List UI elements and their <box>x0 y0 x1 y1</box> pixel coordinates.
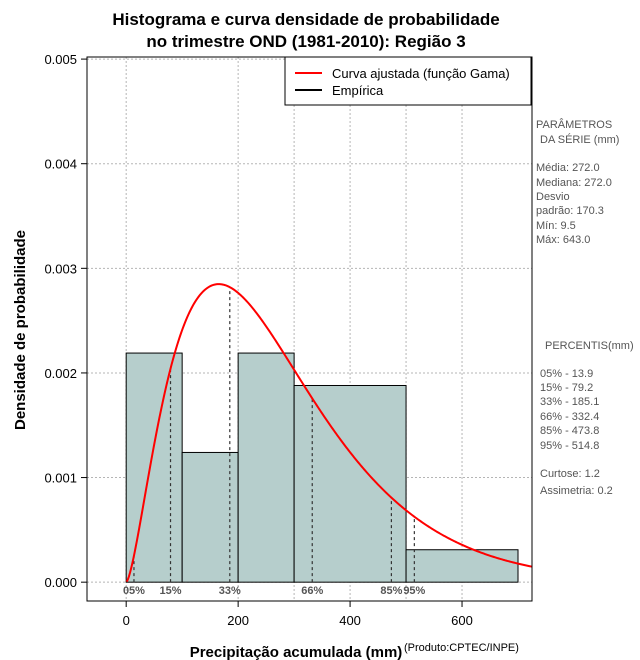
param-sd-2: padrão: 170.3 <box>536 205 604 217</box>
y-tick-label-2: 0.002 <box>44 366 77 381</box>
percentil-33: 33% - 185.1 <box>540 396 599 408</box>
x-axis-label: Precipitação acumulada (mm) <box>190 644 403 660</box>
x-tick-label-1: 200 <box>227 613 249 628</box>
percentile-markers: 05% 15% 33% 66% 85% 95% <box>123 287 426 597</box>
percentis-title: PERCENTIS(mm) <box>545 340 634 352</box>
product-credit: (Produto:CPTEC/INPE) <box>404 642 519 654</box>
x-tick-label-0: 0 <box>123 613 130 628</box>
percentile-label-4: 85% <box>380 585 402 597</box>
params-title-2: DA SÉRIE (mm) <box>540 133 619 146</box>
legend: Curva ajustada (função Gama) Empírica <box>284 56 532 106</box>
stat-skewness: Assimetria: 0.2 <box>540 485 613 497</box>
chart-title-line-2: no trimestre OND (1981-2010): Região 3 <box>146 32 465 51</box>
param-sd-1: Desvio <box>536 191 570 203</box>
histogram-bar-3 <box>293 384 407 583</box>
gamma-curve-line <box>125 283 533 583</box>
y-tick-label-5: 0.005 <box>44 52 77 67</box>
percentile-label-0: 05% <box>123 585 145 597</box>
percentile-label-2: 33% <box>219 585 241 597</box>
chart-title-line-1: Histograma e curva densidade de probabil… <box>112 10 499 29</box>
y-axis-label: Densidade de probabilidade <box>12 230 29 430</box>
stat-kurtosis: Curtose: 1.2 <box>540 468 600 480</box>
histogram-bar-2 <box>237 352 295 583</box>
y-tick-label-4: 0.004 <box>44 157 77 172</box>
percentil-85: 85% - 473.8 <box>540 425 599 437</box>
percentil-05: 05% - 13.9 <box>540 368 593 380</box>
param-mean: Média: 272.0 <box>536 162 600 174</box>
histogram-bars <box>125 352 519 583</box>
param-max: Máx: 643.0 <box>536 234 590 246</box>
percentiles-panel: PERCENTIS(mm) 05% - 13.9 15% - 79.2 33% … <box>540 340 634 497</box>
series-parameters-panel: PARÂMETROS DA SÉRIE (mm) Média: 272.0 Me… <box>536 118 619 246</box>
y-tick-label-3: 0.003 <box>44 261 77 276</box>
percentil-95: 95% - 514.8 <box>540 440 599 452</box>
percentile-label-3: 66% <box>301 585 323 597</box>
percentile-label-5: 95% <box>403 585 425 597</box>
percentile-label-1: 15% <box>159 585 181 597</box>
gamma-curve <box>125 283 533 583</box>
params-title-1: PARÂMETROS <box>536 118 612 131</box>
histogram-bar-1 <box>181 451 239 583</box>
histogram-bar-4 <box>405 549 519 583</box>
x-tick-label-2: 400 <box>339 613 361 628</box>
percentil-66: 66% - 332.4 <box>540 411 599 423</box>
y-tick-label-0: 0.000 <box>44 575 77 590</box>
x-tick-label-3: 600 <box>451 613 473 628</box>
param-median: Mediana: 272.0 <box>536 177 612 189</box>
y-tick-label-1: 0.001 <box>44 471 77 486</box>
legend-label-empirical: Empírica <box>332 83 384 98</box>
legend-box <box>284 56 532 106</box>
legend-label-curve: Curva ajustada (função Gama) <box>332 66 510 81</box>
y-axis-ticks: 0.000 0.001 0.002 0.003 0.004 0.005 <box>44 52 87 590</box>
percentil-15: 15% - 79.2 <box>540 382 593 394</box>
x-axis-ticks: 0 200 400 600 <box>123 601 473 628</box>
param-min: Mín: 9.5 <box>536 220 576 232</box>
